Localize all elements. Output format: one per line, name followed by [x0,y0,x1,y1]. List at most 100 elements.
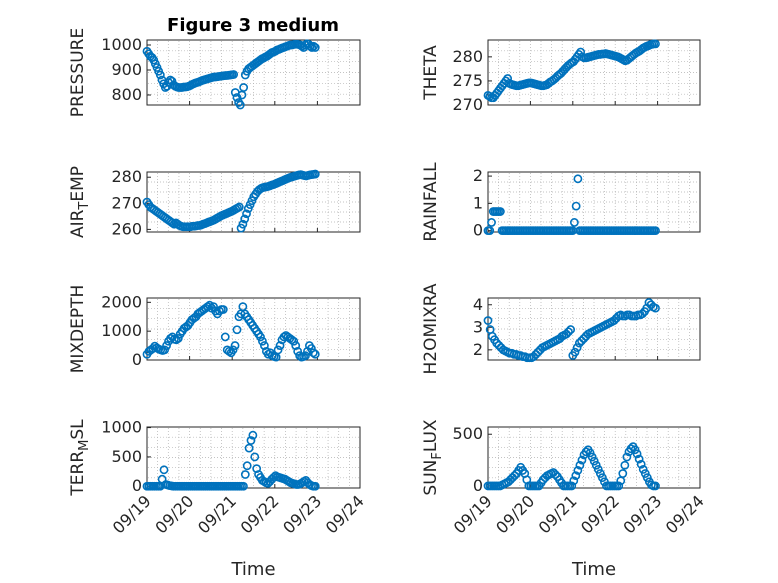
data-point [252,464,262,474]
y-tick-label: 500 [452,424,483,443]
y-tick-label: 1000 [101,418,142,437]
data-point [239,83,249,92]
y-tick-label: 4 [473,295,483,314]
y-tick-label: 0 [473,476,483,495]
x-axis-label: Time [230,559,275,580]
y-axis-label: TERRMSL [68,419,92,497]
data-point [239,481,248,491]
y-axis-label: THETA [421,45,441,101]
data-point [634,454,644,464]
x-tick-label: 09/21 [194,491,240,537]
data-point [575,460,585,470]
data-point [620,460,630,470]
data-point [492,338,502,348]
figure-title: Figure 3 medium [167,15,339,36]
data-point [567,481,577,491]
x-tick-label: 09/20 [492,491,538,537]
data-point [167,218,177,228]
y-tick-label: 1000 [101,321,142,340]
y-tick-label: 800 [111,85,142,104]
y-tick-label: 0 [132,476,142,495]
data-point [228,345,238,355]
y-tick-label: 275 [452,71,483,90]
data-point [248,430,258,440]
data-point [230,341,240,350]
subplot-terr-msl: 0 500 1000 TERRMSL 09/1909/2009/2109/2209/23… [68,418,368,580]
y-tick-label: 500 [111,447,142,466]
data-point [561,329,571,339]
data-point [483,316,493,325]
data-point [295,351,305,361]
data-point [307,43,317,52]
data-point [651,303,660,313]
subplot-pressure: 800 900 1000 PRESSURE [68,28,361,117]
data-point [203,302,213,312]
y-tick-label: 1 [473,193,483,212]
x-tick-label: 09/23 [279,491,325,537]
data-point [494,340,504,350]
subplot-h2omixra: 2 3 4 H2OMIXRA [421,283,701,375]
data-point [155,70,165,80]
data-point [595,469,605,478]
data-point [638,464,648,474]
data-point [301,351,310,361]
data-point [632,449,642,459]
data-point [579,334,589,343]
y-tick-label: 0 [132,350,142,369]
data-point [209,302,218,312]
data-point [495,207,505,216]
data-point [259,341,269,350]
x-tick-label: 09/24 [662,491,708,537]
data-point [287,335,297,345]
data-point [638,309,647,319]
data-point [244,443,254,453]
grid-lines [489,428,699,487]
subplot-air-temp: 260 270 280 AIRTEMP [68,166,361,238]
data-point [232,325,242,335]
data-point [306,344,316,353]
data-point [622,452,632,462]
data-point [310,349,320,359]
data-point [242,209,251,219]
grid-lines [148,428,359,487]
data-point [597,473,607,483]
y-tick-label: 280 [111,167,142,186]
data-point [485,226,495,236]
x-tick-label: 09/22 [577,491,623,537]
data-point [162,341,171,350]
data-point [232,93,242,102]
y-tick-label: 270 [452,95,483,114]
data-point [564,327,573,337]
y-tick-label: 2 [473,340,483,359]
y-axis-label: MIXDEPTH [68,285,88,374]
grid-lines [489,173,699,231]
y-tick-label: 1000 [101,35,142,54]
data-point [577,336,586,346]
data-point [293,346,303,356]
data-point [593,464,603,474]
data-point [234,202,244,212]
data-point [533,347,543,357]
y-axis-label: RAINFALL [421,162,441,242]
y-tick-label: 260 [111,219,142,238]
data-point [173,333,183,343]
data-point [651,39,660,49]
subplot-theta: 270 275 280 THETA [421,39,701,114]
data-point [289,336,299,346]
data-point [224,346,234,356]
y-tick-label: 2000 [101,292,142,311]
data-point [218,305,228,314]
data-point [573,466,583,475]
data-point [573,174,583,184]
data-point [644,298,654,307]
data-point [618,469,628,478]
x-tick-label: 09/21 [535,491,581,537]
data-point [636,459,646,469]
data-point [487,218,496,227]
y-tick-label: 3 [473,317,483,336]
y-tick-label: 280 [452,47,483,66]
data-point [581,447,591,457]
data-point [640,469,650,478]
data-point [220,332,230,342]
